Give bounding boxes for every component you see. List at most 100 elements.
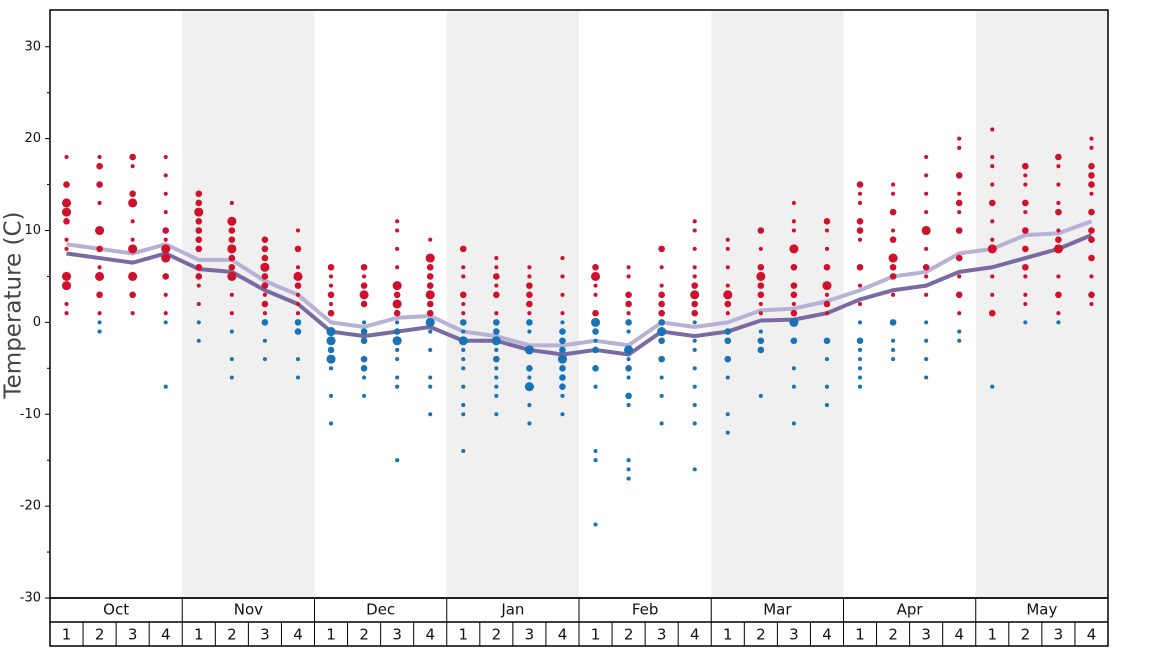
temperature-dot bbox=[163, 173, 168, 178]
temperature-dot bbox=[1089, 274, 1094, 279]
temperature-dot bbox=[195, 190, 203, 198]
temperature-dot bbox=[857, 384, 863, 389]
temperature-dot bbox=[626, 329, 631, 334]
temperature-dot bbox=[725, 265, 730, 270]
week-label: 2 bbox=[756, 626, 766, 644]
temperature-dot bbox=[97, 311, 102, 316]
temperature-dot bbox=[328, 274, 334, 279]
temperature-dot bbox=[227, 271, 237, 281]
temperature-dot bbox=[1022, 162, 1029, 170]
temperature-dot bbox=[163, 191, 168, 196]
temperature-dot bbox=[990, 219, 995, 224]
temperature-dot bbox=[1056, 274, 1061, 279]
temperature-dot bbox=[392, 336, 402, 346]
temperature-dot bbox=[625, 319, 632, 326]
temperature-dot bbox=[626, 403, 631, 408]
temperature-dot bbox=[857, 283, 863, 288]
temperature-dot bbox=[560, 292, 565, 297]
temperature-dot bbox=[758, 246, 763, 251]
temperature-dot bbox=[791, 301, 796, 307]
temperature-dot bbox=[756, 271, 766, 281]
temperature-dot bbox=[493, 273, 500, 280]
temperature-dot bbox=[360, 337, 368, 345]
temperature-dot bbox=[194, 207, 204, 217]
temperature-dot bbox=[924, 274, 929, 279]
temperature-dot bbox=[957, 191, 962, 196]
temperature-dot bbox=[461, 301, 466, 307]
temperature-dot bbox=[957, 210, 962, 215]
temperature-dot bbox=[557, 354, 568, 364]
temperature-dot bbox=[659, 283, 664, 288]
y-tick-label: -30 bbox=[20, 591, 41, 606]
temperature-dot bbox=[461, 347, 466, 352]
temperature-dot bbox=[757, 291, 765, 299]
temperature-dot bbox=[559, 365, 566, 372]
temperature-dot bbox=[757, 337, 765, 345]
temperature-dot bbox=[789, 244, 799, 254]
temperature-dot bbox=[924, 338, 929, 343]
temperature-dot bbox=[196, 338, 201, 343]
temperature-dot bbox=[295, 292, 301, 297]
temperature-dot bbox=[692, 338, 697, 343]
temperature-dot bbox=[791, 366, 796, 371]
temperature-dot bbox=[229, 375, 234, 380]
temperature-dot bbox=[1089, 191, 1094, 196]
temperature-dot bbox=[990, 127, 995, 132]
temperature-dot bbox=[524, 345, 534, 355]
temperature-dot bbox=[1088, 172, 1095, 179]
temperature-dot bbox=[891, 292, 896, 297]
temperature-dot bbox=[626, 467, 631, 472]
temperature-dot bbox=[295, 375, 301, 380]
temperature-dot bbox=[990, 154, 995, 160]
temperature-dot bbox=[957, 338, 962, 343]
temperature-dot bbox=[493, 319, 500, 326]
y-tick-label: -10 bbox=[20, 407, 41, 422]
temperature-dot bbox=[295, 301, 301, 307]
y-tick-label: 20 bbox=[24, 131, 41, 146]
temperature-dot bbox=[725, 412, 730, 417]
month-band bbox=[446, 10, 579, 598]
temperature-dot bbox=[987, 244, 997, 254]
temperature-dot bbox=[955, 291, 963, 299]
temperature-dot bbox=[791, 200, 796, 205]
temperature-dot bbox=[97, 320, 102, 325]
temperature-dot bbox=[592, 346, 599, 354]
week-label: 4 bbox=[161, 626, 171, 644]
temperature-dot bbox=[824, 384, 830, 389]
temperature-dot bbox=[790, 337, 798, 345]
temperature-dot bbox=[691, 300, 699, 308]
temperature-dot bbox=[392, 281, 402, 291]
temperature-dot bbox=[129, 291, 136, 299]
temperature-dot bbox=[494, 311, 499, 316]
temperature-dot bbox=[758, 329, 763, 334]
temperature-dot bbox=[1023, 320, 1028, 325]
temperature-dot bbox=[823, 218, 831, 225]
temperature-dot bbox=[459, 245, 467, 253]
week-label: 3 bbox=[921, 626, 931, 644]
temperature-dot bbox=[426, 282, 434, 289]
temperature-dot bbox=[459, 291, 467, 299]
temperature-dot bbox=[163, 320, 168, 325]
temperature-dot bbox=[395, 219, 400, 224]
temperature-dot bbox=[990, 237, 995, 242]
temperature-dot bbox=[690, 290, 700, 300]
temperature-dot bbox=[559, 337, 566, 345]
temperature-dot bbox=[461, 265, 466, 270]
temperature-dot bbox=[229, 200, 234, 205]
temperature-dot bbox=[957, 136, 962, 141]
temperature-dot bbox=[757, 227, 765, 234]
temperature-dot bbox=[262, 357, 267, 362]
temperature-dot bbox=[395, 320, 400, 325]
temperature-dot bbox=[294, 245, 302, 253]
temperature-dot bbox=[196, 320, 201, 325]
temperature-dot bbox=[326, 327, 336, 337]
temperature-dot bbox=[261, 282, 269, 289]
temperature-dot bbox=[195, 263, 203, 271]
temperature-dot bbox=[425, 253, 435, 263]
temperature-dot bbox=[395, 246, 400, 251]
temperature-dot bbox=[393, 328, 401, 335]
temperature-dot bbox=[924, 191, 929, 196]
temperature-dot bbox=[924, 173, 929, 178]
temperature-dot bbox=[327, 346, 335, 354]
temperature-dot bbox=[163, 311, 168, 316]
